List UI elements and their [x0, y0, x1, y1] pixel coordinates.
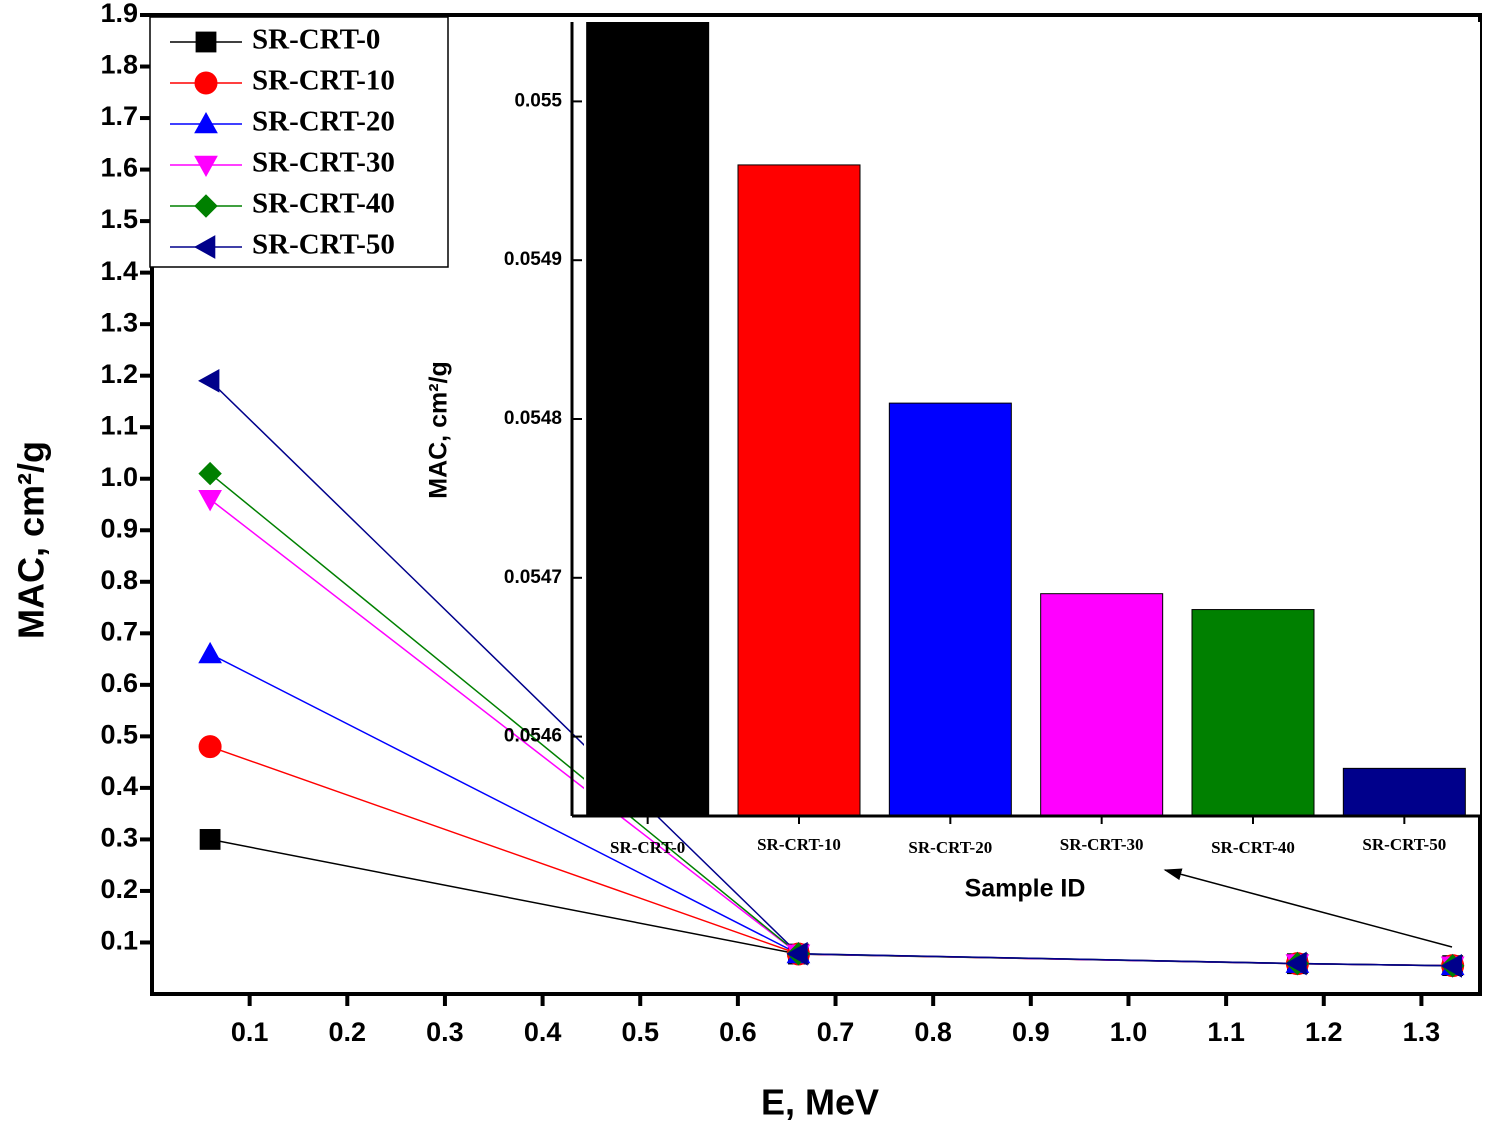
marker — [199, 829, 221, 850]
x-tick-label: 0.1 — [231, 1017, 269, 1047]
x-tick-label: 0.3 — [426, 1017, 464, 1047]
marker — [198, 368, 220, 393]
bar — [1040, 593, 1164, 816]
x-tick-label: 0.5 — [621, 1017, 659, 1047]
legend: SR-CRT-0 SR-CRT-10 SR-CRT-20 SR-CRT-30 SR-CR… — [149, 16, 449, 268]
marker — [195, 31, 217, 53]
y-tick-label: 1.8 — [100, 50, 138, 80]
x-tick-label: 0.4 — [524, 1017, 562, 1047]
x-tick-label: 1.1 — [1207, 1017, 1245, 1047]
y-tick-label: 0.055 — [514, 90, 562, 111]
y-tick-label: 0.0548 — [504, 408, 562, 429]
marker — [194, 155, 218, 178]
y-axis-title: MAC, cm²/g — [425, 361, 453, 499]
y-tick-label: 1.2 — [100, 359, 138, 389]
marker — [198, 735, 222, 759]
legend-label: SR-CRT-0 — [252, 24, 380, 56]
marker — [194, 111, 218, 134]
y-tick-label: 0.4 — [100, 771, 138, 801]
main-chart: 0.1 0.2 0.3 0.4 0.5 0.6 0.7 0.8 0.9 1.0 1.1 1.2 1.3 1… — [11, 0, 1482, 1123]
series-line — [209, 838, 1453, 967]
x-tick-label: SR-CRT-10 — [757, 835, 841, 854]
legend-label: SR-CRT-30 — [252, 147, 395, 179]
y-tick-label: 0.6 — [100, 668, 138, 698]
x-tick-label: 0.6 — [719, 1017, 757, 1047]
x-tick-label: 0.2 — [329, 1017, 367, 1047]
x-tick-label: SR-CRT-0 — [610, 838, 685, 857]
bar — [737, 164, 861, 816]
x-tick-label: 0.9 — [1012, 1017, 1050, 1047]
legend-box — [149, 16, 449, 268]
x-axis-title: Sample ID — [965, 875, 1086, 903]
x-tick-label: SR-CRT-50 — [1362, 835, 1446, 854]
marker — [198, 641, 222, 664]
x-tick-label: SR-CRT-30 — [1060, 835, 1144, 854]
marker — [194, 71, 218, 95]
legend-label: SR-CRT-40 — [252, 188, 395, 220]
marker — [786, 941, 808, 966]
bars — [586, 22, 1466, 816]
y-tick-label: 1.0 — [100, 462, 138, 492]
y-tick-label: 1.3 — [100, 307, 138, 337]
bar — [586, 22, 710, 816]
y-tick-label: 0.3 — [100, 823, 138, 853]
x-tick-label: 1.0 — [1110, 1017, 1148, 1047]
y-tick-label: 1.7 — [100, 101, 138, 131]
marker — [194, 194, 218, 218]
y-tick-label: 0.0549 — [504, 249, 562, 270]
y-tick-label: 0.0546 — [504, 726, 562, 747]
inset-background — [584, 22, 1480, 816]
y-tick-label: 0.1 — [100, 926, 138, 956]
y-tick-label: 1.5 — [100, 204, 138, 234]
bar — [888, 402, 1012, 816]
y-tick-label: 0.2 — [100, 874, 138, 904]
x-tick-label: SR-CRT-40 — [1211, 838, 1295, 857]
y-tick-label: 1.1 — [100, 410, 138, 440]
bar — [1191, 609, 1315, 816]
x-tick-label: 1.2 — [1305, 1017, 1343, 1047]
x-axis-title: E, MeV — [761, 1082, 879, 1123]
x-tick-label: SR-CRT-20 — [908, 838, 992, 857]
y-tick-label: 0.0547 — [504, 567, 562, 588]
x-tick-label: 0.7 — [817, 1017, 855, 1047]
x-tick-label: 0.8 — [914, 1017, 952, 1047]
marker — [1285, 951, 1307, 976]
series-line — [209, 380, 1453, 967]
inset-chart: SR-CRT-0 SR-CRT-10 SR-CRT-20 SR-CRT-30 SR-CR… — [425, 22, 1480, 903]
y-tick-label: 1.9 — [100, 0, 138, 28]
marker — [193, 235, 216, 259]
marker — [198, 461, 222, 486]
y-tick-label: 0.8 — [100, 565, 138, 595]
y-axis-title: MAC, cm²/g — [11, 441, 52, 639]
y-tick-label: 1.4 — [100, 256, 138, 286]
bar — [1342, 767, 1466, 816]
legend-label: SR-CRT-10 — [252, 65, 395, 97]
x-tick-label: 1.3 — [1403, 1017, 1441, 1047]
arrow — [1163, 868, 1453, 948]
marker — [1440, 954, 1462, 978]
y-tick-label: 0.9 — [100, 513, 138, 543]
y-tick-label: 0.5 — [100, 719, 138, 749]
marker — [198, 490, 222, 512]
y-tick-label: 1.6 — [100, 153, 138, 183]
y-tick-label: 0.7 — [100, 616, 138, 646]
legend-label: SR-CRT-50 — [252, 229, 395, 261]
legend-label: SR-CRT-20 — [252, 106, 395, 138]
